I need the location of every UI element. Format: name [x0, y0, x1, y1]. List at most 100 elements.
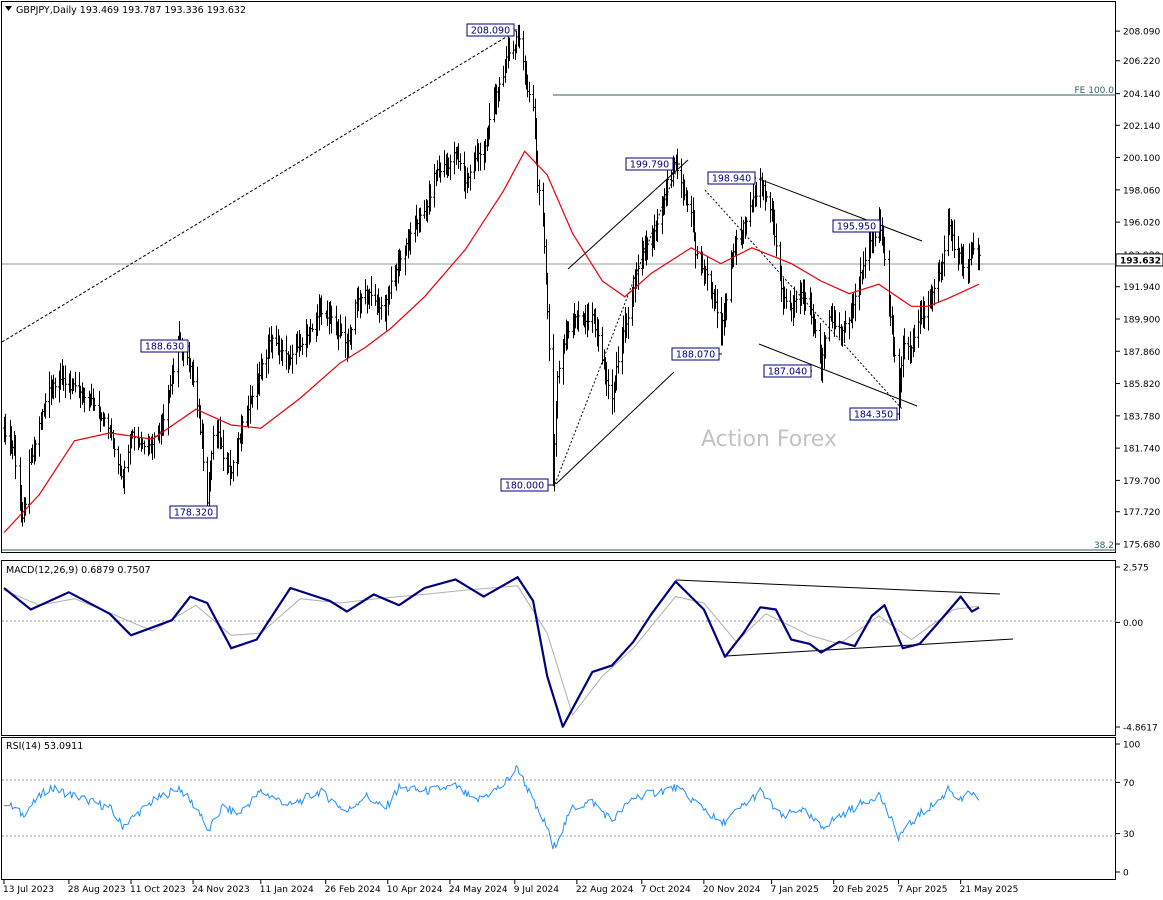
rsi-title: RSI(14) 53.0911 [6, 741, 83, 752]
price-bar [143, 440, 146, 455]
price-bar [558, 360, 561, 384]
price-bar [409, 222, 412, 255]
wedge-lower-line [758, 343, 918, 407]
price-bar [745, 217, 748, 235]
price-bar [666, 170, 669, 206]
price-bar [775, 223, 778, 257]
price-level-label: 195.950 [832, 219, 881, 233]
price-bar [390, 266, 393, 300]
price-axis-tick-label: 206.220 [1123, 57, 1160, 67]
price-bar [769, 191, 772, 223]
price-bar [978, 244, 981, 271]
price-level-label: 180.000 [500, 478, 554, 492]
macd-upper-trendline [675, 579, 1001, 595]
macd-signal-line [3, 585, 980, 716]
time-axis-tick-label: 13 Jul 2023 [3, 885, 54, 895]
price-drawings [1, 30, 1116, 551]
price-bar [38, 416, 41, 457]
price-bar [374, 283, 377, 306]
price-panel-frame [1, 1, 1116, 553]
price-axis-tick-label: 177.720 [1123, 508, 1160, 518]
price-level-label: 198.940 [707, 171, 756, 185]
price-bar [953, 219, 956, 259]
price-axis-tick-label: 175.680 [1123, 541, 1160, 551]
price-bar [498, 77, 501, 102]
price-bar [838, 312, 841, 339]
price-bar [34, 439, 37, 462]
header: GBPJPY,Daily 193.469 193.787 193.336 193… [5, 5, 246, 16]
price-bar [281, 340, 284, 366]
price-level-label: 184.350 [849, 407, 900, 421]
price-bar [311, 323, 314, 333]
rsi-axis-tick-label: 0 [1123, 869, 1129, 879]
price-axis-tick-label: 198.060 [1123, 186, 1160, 196]
time-axis-tick-label: 26 Feb 2024 [325, 885, 381, 895]
svg-text:208.090: 208.090 [471, 26, 510, 37]
price-bar [522, 30, 525, 71]
price-bar [469, 164, 472, 191]
price-bar [251, 385, 254, 408]
price-bar [548, 304, 551, 362]
price-bar [133, 427, 136, 451]
price-axis-tick-label: 185.820 [1123, 380, 1160, 390]
time-axis-tick-label: 22 Aug 2024 [576, 885, 634, 895]
price-bar [232, 460, 235, 482]
fib-38-label: 38.2 [1094, 541, 1114, 551]
price-bar [93, 397, 96, 411]
price-bar [814, 319, 817, 338]
price-bar [607, 369, 610, 400]
price-bar [538, 179, 541, 206]
price-bar [459, 153, 462, 171]
price-bar [706, 255, 709, 291]
price-bar [601, 326, 604, 365]
rsi-line [3, 764, 980, 850]
price-bar [844, 310, 847, 333]
price-bar [192, 359, 195, 388]
price-bar [423, 200, 426, 219]
price-bar [24, 497, 27, 516]
price-bar [656, 208, 659, 242]
price-bar [883, 236, 886, 267]
price-bar [725, 293, 728, 321]
price-bar [907, 336, 910, 360]
price-bar [627, 307, 630, 340]
price-bar [804, 292, 807, 311]
price-bar [370, 276, 373, 306]
price-bar [265, 349, 268, 379]
price-bar [597, 319, 600, 352]
price-bar [380, 296, 383, 320]
price-bar [429, 184, 432, 212]
price-bar [326, 300, 329, 326]
price-bar [508, 37, 511, 62]
time-axis-tick-label: 11 Jan 2024 [260, 885, 314, 895]
price-bar [202, 423, 205, 472]
time-axis-tick-label: 24 May 2024 [449, 885, 508, 895]
price-bar [439, 162, 442, 183]
price-bar [261, 358, 264, 381]
price-bar [433, 163, 436, 208]
price-series [3, 24, 981, 534]
price-bar [488, 103, 491, 140]
price-bar [350, 327, 353, 350]
price-level-label: 199.790 [625, 157, 680, 171]
price-axis-tick-label: 189.900 [1123, 315, 1160, 325]
svg-text:199.790: 199.790 [630, 160, 669, 171]
price-bar [443, 150, 446, 178]
svg-text:195.950: 195.950 [837, 222, 876, 233]
price-bar [933, 278, 936, 306]
price-bar [943, 235, 946, 277]
price-bar [354, 299, 357, 335]
price-bar [903, 328, 906, 360]
svg-text:187.040: 187.040 [768, 367, 807, 378]
price-bar [419, 207, 422, 233]
price-bar [14, 435, 17, 480]
rsi-axis-tick-label: 30 [1123, 830, 1135, 840]
svg-text:198.940: 198.940 [712, 174, 751, 185]
price-bar [479, 142, 482, 171]
price-bar [249, 384, 252, 424]
price-bar [696, 246, 699, 260]
price-bar [285, 335, 288, 370]
time-axis-tick-label: 7 Oct 2024 [641, 885, 691, 895]
dropdown-triangle-icon[interactable] [5, 6, 12, 11]
